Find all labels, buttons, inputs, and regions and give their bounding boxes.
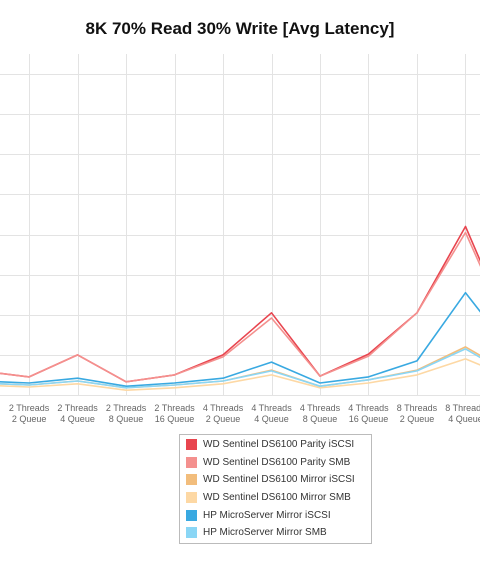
legend-swatch: [186, 474, 197, 486]
legend-label: HP MicroServer Mirror iSCSI: [203, 509, 331, 521]
series-line-6: [0, 348, 480, 389]
legend-label: WD Sentinel DS6100 Parity SMB: [203, 456, 351, 468]
legend-item[interactable]: HP MicroServer Mirror iSCSI: [180, 506, 371, 524]
x-tick-label: 4 Threads 4 Queue: [251, 403, 292, 424]
series-lines: [0, 225, 480, 392]
series-line-4: [0, 358, 480, 392]
legend-item[interactable]: WD Sentinel DS6100 Mirror iSCSI: [180, 471, 371, 489]
gridlines: [0, 54, 480, 396]
x-tick-label: 8 Threads 2 Queue: [397, 403, 438, 424]
legend-swatch: [186, 439, 197, 451]
x-tick-label: 2 Threads 8 Queue: [106, 403, 147, 424]
legend-item[interactable]: WD Sentinel DS6100 Mirror SMB: [180, 489, 371, 507]
legend: WD Sentinel DS6100 Parity iSCSI WD Sentin…: [179, 434, 372, 544]
x-tick-label: 4 Threads 2 Queue: [203, 403, 244, 424]
x-tick-label: 4 Threads 16 Queue: [348, 403, 389, 424]
series-line-5: [0, 291, 480, 388]
legend-swatch: [186, 456, 197, 468]
legend-label: WD Sentinel DS6100 Mirror SMB: [203, 492, 351, 504]
legend-label: HP MicroServer Mirror SMB: [203, 527, 327, 539]
legend-swatch: [186, 492, 197, 504]
legend-label: WD Sentinel DS6100 Parity iSCSI: [203, 439, 355, 451]
x-tick-label: 4 Threads 8 Queue: [300, 403, 341, 424]
x-tick-label: 2 Threads 16 Queue: [154, 403, 195, 424]
x-tick-label: 2 Threads 4 Queue: [57, 403, 98, 424]
chart-title: 8K 70% Read 30% Write [Avg Latency]: [85, 19, 395, 38]
legend-swatch: [186, 509, 197, 521]
series-line-2: [0, 231, 480, 383]
legend-item[interactable]: HP MicroServer Mirror SMB: [180, 524, 371, 542]
legend-label: WD Sentinel DS6100 Mirror iSCSI: [203, 474, 355, 486]
legend-swatch: [186, 527, 197, 539]
legend-item[interactable]: WD Sentinel DS6100 Parity SMB: [180, 454, 371, 472]
series-line-1: [0, 225, 480, 383]
legend-item[interactable]: WD Sentinel DS6100 Parity iSCSI: [180, 436, 371, 454]
x-tick-label: 2 Threads 2 Queue: [9, 403, 50, 424]
